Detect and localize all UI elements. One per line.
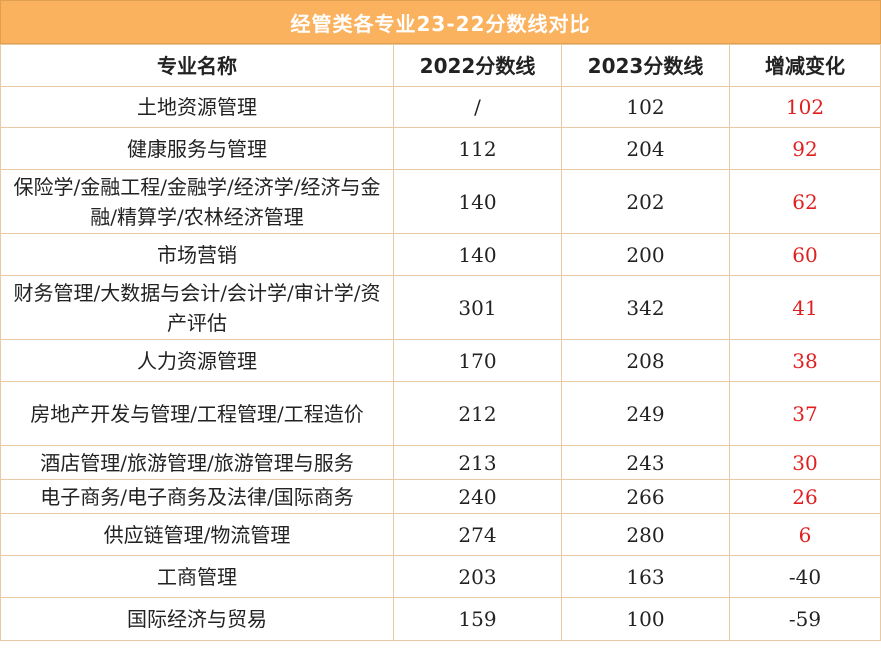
score-2022-cell: 170 bbox=[393, 339, 562, 382]
major-cell: 人力资源管理 bbox=[0, 339, 394, 382]
score-2022-cell: / bbox=[393, 86, 562, 128]
score-2022-cell: 212 bbox=[393, 381, 562, 446]
score-2022-cell: 159 bbox=[393, 597, 562, 641]
score-2023-cell: 208 bbox=[561, 339, 730, 382]
table-row: 工商管理 203 163 -40 bbox=[0, 555, 881, 598]
column-header-change: 增减变化 bbox=[729, 44, 881, 87]
major-cell: 供应链管理/物流管理 bbox=[0, 513, 394, 556]
change-cell: 38 bbox=[729, 339, 881, 382]
major-cell: 土地资源管理 bbox=[0, 86, 394, 128]
change-cell: 62 bbox=[729, 169, 881, 234]
change-cell: 41 bbox=[729, 275, 881, 340]
change-cell: -59 bbox=[729, 597, 881, 641]
table-row: 保险学/金融工程/金融学/经济学/经济与金融/精算学/农林经济管理 140 202 6… bbox=[0, 169, 881, 234]
score-2023-cell: 100 bbox=[561, 597, 730, 641]
table-title: 经管类各专业23-22分数线对比 bbox=[0, 0, 881, 44]
change-cell: 92 bbox=[729, 127, 881, 170]
major-cell: 工商管理 bbox=[0, 555, 394, 598]
score-2023-cell: 280 bbox=[561, 513, 730, 556]
score-2023-cell: 102 bbox=[561, 86, 730, 128]
table-row: 国际经济与贸易 159 100 -59 bbox=[0, 597, 881, 641]
table-row: 财务管理/大数据与会计/会计学/审计学/资产评估 301 342 41 bbox=[0, 275, 881, 340]
score-2022-cell: 274 bbox=[393, 513, 562, 556]
score-2022-cell: 112 bbox=[393, 127, 562, 170]
table-row: 供应链管理/物流管理 274 280 6 bbox=[0, 513, 881, 556]
major-cell: 市场营销 bbox=[0, 233, 394, 276]
major-cell: 酒店管理/旅游管理/旅游管理与服务 bbox=[0, 445, 394, 480]
table-row: 人力资源管理 170 208 38 bbox=[0, 339, 881, 382]
table-row: 电子商务/电子商务及法律/国际商务 240 266 26 bbox=[0, 479, 881, 514]
major-cell: 财务管理/大数据与会计/会计学/审计学/资产评估 bbox=[0, 275, 394, 340]
score-2022-cell: 301 bbox=[393, 275, 562, 340]
score-2023-cell: 202 bbox=[561, 169, 730, 234]
column-header-2023: 2023分数线 bbox=[561, 44, 730, 87]
major-cell: 房地产开发与管理/工程管理/工程造价 bbox=[0, 381, 394, 446]
table-row: 市场营销 140 200 60 bbox=[0, 233, 881, 276]
header-row: 专业名称 2022分数线 2023分数线 增减变化 bbox=[0, 44, 881, 87]
table-row: 健康服务与管理 112 204 92 bbox=[0, 127, 881, 170]
score-table: 专业名称 2022分数线 2023分数线 增减变化 土地资源管理/102 102 健… bbox=[0, 44, 881, 641]
score-2023-cell: 163 bbox=[561, 555, 730, 598]
score-2023-cell: 200 bbox=[561, 233, 730, 276]
column-header-2022: 2022分数线 bbox=[393, 44, 562, 87]
score-2023-cell: 249 bbox=[561, 381, 730, 446]
major-cell: 国际经济与贸易 bbox=[0, 597, 394, 641]
score-2023-cell: 266 bbox=[561, 479, 730, 514]
column-header-major: 专业名称 bbox=[0, 44, 394, 87]
table-row: 酒店管理/旅游管理/旅游管理与服务 213 243 30 bbox=[0, 445, 881, 480]
score-2022-cell: 203 bbox=[393, 555, 562, 598]
change-cell: 60 bbox=[729, 233, 881, 276]
table-row: 土地资源管理/102 102 bbox=[0, 86, 881, 128]
major-cell: 保险学/金融工程/金融学/经济学/经济与金融/精算学/农林经济管理 bbox=[0, 169, 394, 234]
change-cell: 102 bbox=[729, 86, 881, 128]
change-cell: 26 bbox=[729, 479, 881, 514]
change-cell: 6 bbox=[729, 513, 881, 556]
change-cell: 37 bbox=[729, 381, 881, 446]
score-2023-cell: 342 bbox=[561, 275, 730, 340]
score-2023-cell: 243 bbox=[561, 445, 730, 480]
major-cell: 健康服务与管理 bbox=[0, 127, 394, 170]
score-2022-cell: 140 bbox=[393, 169, 562, 234]
score-2022-cell: 213 bbox=[393, 445, 562, 480]
major-cell: 电子商务/电子商务及法律/国际商务 bbox=[0, 479, 394, 514]
change-cell: 30 bbox=[729, 445, 881, 480]
score-2023-cell: 204 bbox=[561, 127, 730, 170]
score-2022-cell: 240 bbox=[393, 479, 562, 514]
change-cell: -40 bbox=[729, 555, 881, 598]
table-row: 房地产开发与管理/工程管理/工程造价 212 249 37 bbox=[0, 381, 881, 446]
score-2022-cell: 140 bbox=[393, 233, 562, 276]
